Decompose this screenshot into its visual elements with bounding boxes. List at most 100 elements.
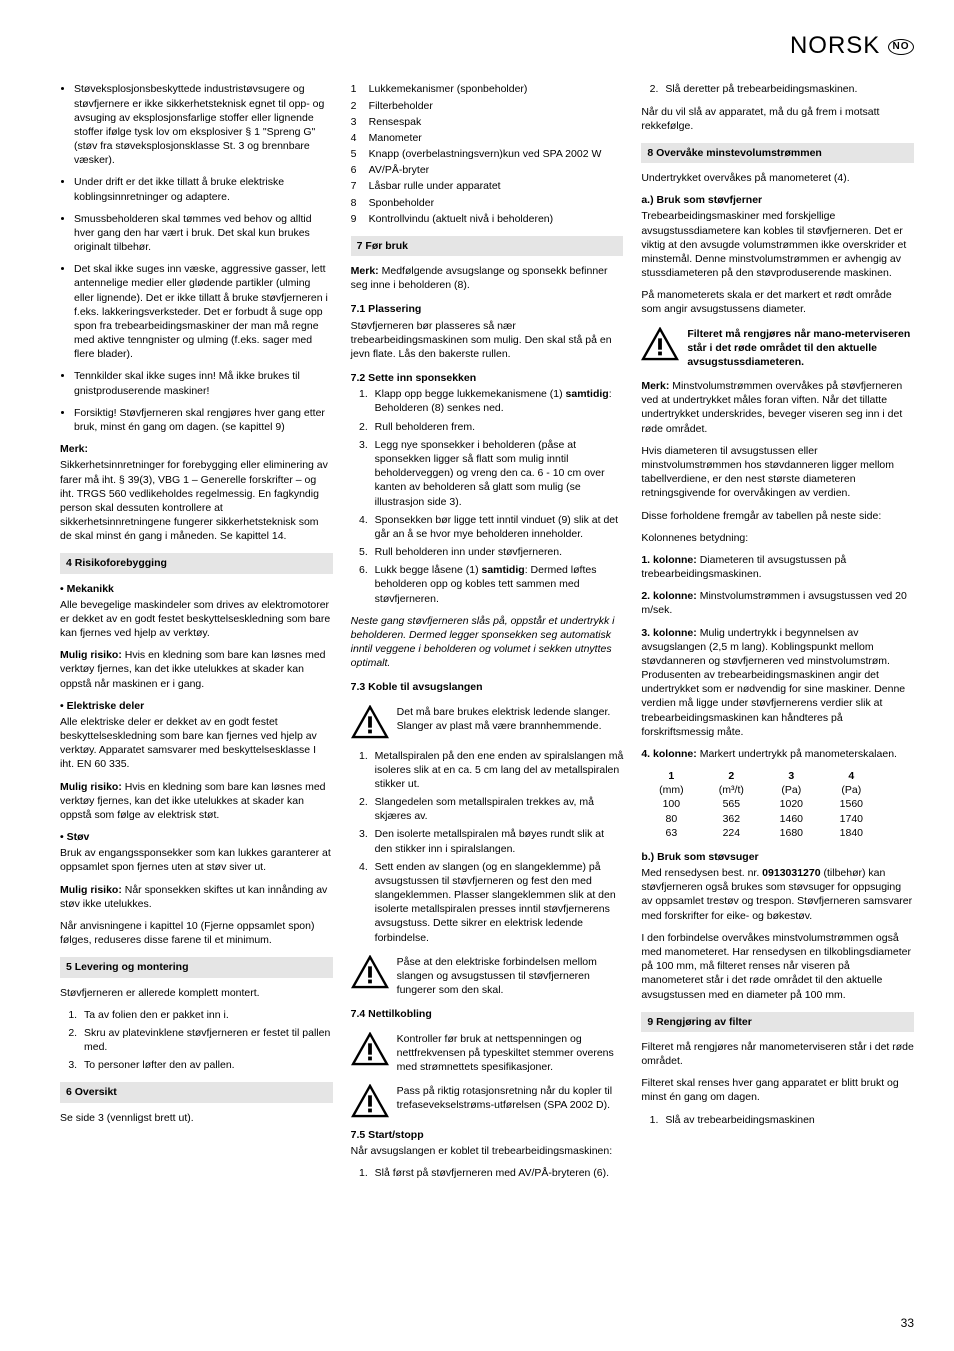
section-8-title: 8 Overvåke minstevolumstrømmen — [641, 143, 914, 163]
list-item: Sponsekken bør ligge tett inntil vinduet… — [371, 513, 624, 541]
section-5-title: 5 Levering og montering — [60, 957, 333, 977]
part-item: 8Sponbeholder — [351, 196, 624, 210]
language-code-icon: NO — [888, 39, 914, 55]
part-item: 4Manometer — [351, 131, 624, 145]
table-cell: 224 — [701, 826, 761, 840]
list-item: Den isolerte metallspiralen må bøyes run… — [371, 827, 624, 855]
table-cell: 565 — [701, 797, 761, 811]
section-72-italic: Neste gang støvfjerneren slås på, oppstå… — [351, 614, 624, 671]
a-text3: Hvis diameteren til avsugstussen eller m… — [641, 444, 914, 501]
warning-icon — [351, 1032, 389, 1066]
section-72-title: 7.2 Sette inn sponsekken — [351, 371, 624, 385]
section-74-title: 7.4 Nettilkobling — [351, 1007, 624, 1021]
c3-toptext: Når du vil slå av apparatet, må du gå fr… — [641, 105, 914, 133]
list-item: Skru av platevinklene støvfjerneren er f… — [80, 1026, 333, 1054]
list-item: Sett enden av slangen (og en slangeklemm… — [371, 860, 624, 945]
a-merk: Merk: Minstvolumstrømmen overvåkes på st… — [641, 379, 914, 436]
list-item: Rull beholderen frem. — [371, 420, 624, 434]
subsection-b-title: b.) Bruk som støvsuger — [641, 850, 914, 864]
table-cell: (Pa) — [761, 783, 821, 797]
s9-text1: Filteret må rengjøres når manometerviser… — [641, 1040, 914, 1068]
list-item: Legg nye sponsekker i beholderen (påse a… — [371, 438, 624, 509]
list-item: Forsiktig! Støvfjerneren skal rengjøres … — [74, 406, 333, 434]
col-2-desc: 2. kolonne: Minstvolumstrømmen i avsugst… — [641, 589, 914, 617]
list-item: To personer løfter den av pallen. — [80, 1058, 333, 1072]
warning-icon — [351, 955, 389, 989]
section-6-title: 6 Oversikt — [60, 1082, 333, 1102]
mechanics-text: Alle bevegelige maskindeler som drives a… — [60, 598, 333, 641]
list-item: Rull beholderen inn under støvfjerneren. — [371, 545, 624, 559]
electrical-text: Alle elektriske deler er dekket av en go… — [60, 715, 333, 772]
page-header: NORSK NO — [60, 30, 914, 62]
section-4-title: 4 Risikoforebygging — [60, 553, 333, 573]
warning-a: Filteret må rengjøres når mano-metervise… — [641, 327, 914, 370]
a-text1: Trebearbeidingsmaskiner med forskjellige… — [641, 209, 914, 280]
section-9-title: 9 Rengjøring av filter — [641, 1012, 914, 1032]
dust-note: Når anvisningene i kapittel 10 (Fjerne o… — [60, 919, 333, 947]
list-item: Smussbeholderen skal tømmes ved behov og… — [74, 212, 333, 255]
warning-73-text: Det må bare brukes elektrisk ledende sla… — [397, 705, 624, 739]
list-item: Metallspiralen på den ene enden av spira… — [371, 749, 624, 792]
table-cell: 1680 — [761, 826, 821, 840]
warning-74a-text: Kontroller før bruk at nettspenningen og… — [397, 1032, 624, 1075]
list-item: Slå først på støvfjerneren med AV/PÅ-bry… — [371, 1166, 624, 1180]
part-item: 5Knapp (overbelastningsvern)kun ved SPA … — [351, 147, 624, 161]
electrical-title: • Elektriske deler — [60, 699, 333, 713]
warning-icon — [351, 1084, 389, 1118]
list-item: Ta av folien den er pakket inn i. — [80, 1008, 333, 1022]
section-7-title: 7 Før bruk — [351, 236, 624, 256]
subsection-a-title: a.) Bruk som støvfjerner — [641, 193, 914, 207]
s9-text2: Filteret skal renses hver gang apparatet… — [641, 1076, 914, 1104]
table-cell: 80 — [641, 812, 701, 826]
mechanics-title: • Mekanikk — [60, 582, 333, 596]
warning-74a: Kontroller før bruk at nettspenningen og… — [351, 1032, 624, 1075]
part-item: 7Låsbar rulle under apparatet — [351, 179, 624, 193]
table-cell: 2 — [701, 769, 761, 783]
page-number: 33 — [901, 1315, 914, 1331]
table-cell: 1560 — [821, 797, 881, 811]
table-cell: 100 — [641, 797, 701, 811]
dust-title: • Støv — [60, 830, 333, 844]
column-2: 1Lukkemekanismer (sponbeholder)2Filterbe… — [351, 82, 624, 1188]
list-item: Lukk begge låsene (1) samtidig: Dermed l… — [371, 563, 624, 606]
section-73-title: 7.3 Koble til avsugslangen — [351, 680, 624, 694]
table-cell: (mm) — [641, 783, 701, 797]
list-item: Tennkilder skal ikke suges inn! Må ikke … — [74, 369, 333, 397]
table-cell: (m³/t) — [701, 783, 761, 797]
a-text5: Kolonnenes betydning: — [641, 531, 914, 545]
warning-73: Det må bare brukes elektrisk ledende sla… — [351, 705, 624, 739]
list-item: Klapp opp begge lukkemekanismene (1) sam… — [371, 387, 624, 415]
language-label: NORSK — [790, 32, 880, 59]
mechanics-risk: Mulig risiko: Hvis en kledning som bare … — [60, 648, 333, 691]
a-text4: Disse forholdene fremgår av tabellen på … — [641, 509, 914, 523]
part-item: 9Kontrollvindu (aktuelt nivå i beholdere… — [351, 212, 624, 226]
table-cell: 1840 — [821, 826, 881, 840]
a-text2: På manometerets skala er det markert et … — [641, 288, 914, 316]
column-3: Slå deretter på trebearbeidingsmaskinen.… — [641, 82, 914, 1188]
table-cell: 4 — [821, 769, 881, 783]
pressure-table: 1234(mm)(m³/t)(Pa)(Pa)100565102015608036… — [641, 769, 914, 840]
table-cell: 1 — [641, 769, 701, 783]
col-4-desc: 4. kolonne: Markert undertrykk på manome… — [641, 747, 914, 761]
list-item: Det skal ikke suges inn væske, aggressiv… — [74, 262, 333, 361]
b-text1: Med rensedysen best. nr. 0913031270 (til… — [641, 866, 914, 923]
table-cell: (Pa) — [821, 783, 881, 797]
list-item: Slangedelen som metallspiralen trekkes a… — [371, 795, 624, 823]
warning-74b-text: Pass på riktig rotasjonsretning når du k… — [397, 1084, 624, 1118]
section-75-text: Når avsugslangen er koblet til trebearbe… — [351, 1144, 624, 1158]
part-item: 1Lukkemekanismer (sponbeholder) — [351, 82, 624, 96]
dust-risk: Mulig risiko: Når sponsekken skiftes ut … — [60, 883, 333, 911]
list-item: Under drift er det ikke tillatt å bruke … — [74, 175, 333, 203]
list-item: Slå deretter på trebearbeidingsmaskinen. — [661, 82, 914, 96]
col-1-desc: 1. kolonne: Diameteren til avsugstussen … — [641, 553, 914, 581]
section-6-text: Se side 3 (vennligst brett ut). — [60, 1111, 333, 1125]
section-8-text: Undertrykket overvåkes på manometeret (4… — [641, 171, 914, 185]
column-1: Støveksplosjonsbeskyttede industristøvsu… — [60, 82, 333, 1188]
note-text: Sikkerhetsinnretninger for forebygging e… — [60, 458, 333, 543]
section-71-text: Støvfjerneren bør plasseres så nær trebe… — [351, 319, 624, 362]
table-cell: 63 — [641, 826, 701, 840]
section-5-text: Støvfjerneren er allerede komplett monte… — [60, 986, 333, 1000]
b-text2: I den forbindelse overvåkes minstvolumst… — [641, 931, 914, 1002]
dust-text: Bruk av engangssponsekker som kan lukkes… — [60, 846, 333, 874]
part-item: 3Rensespak — [351, 115, 624, 129]
